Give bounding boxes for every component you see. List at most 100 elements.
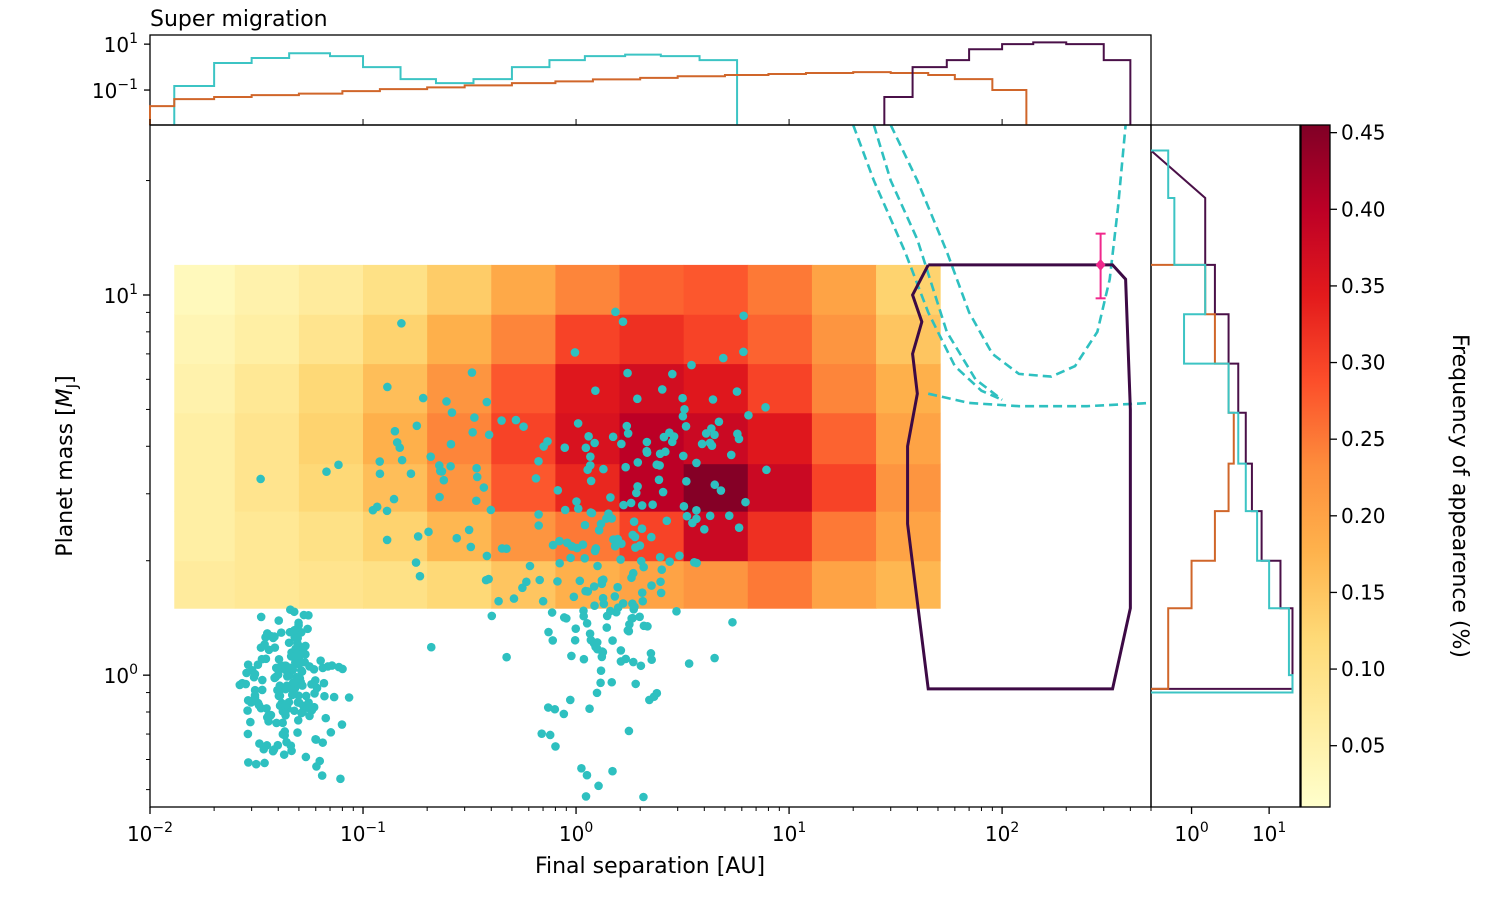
scatter-point bbox=[271, 663, 281, 673]
scatter-point bbox=[284, 638, 294, 648]
scatter-point bbox=[522, 577, 531, 587]
scatter-point bbox=[304, 698, 313, 707]
scatter-point bbox=[435, 466, 445, 476]
scatter-point bbox=[497, 416, 506, 425]
heatmap-cell bbox=[811, 412, 877, 465]
scatter-point bbox=[642, 437, 652, 447]
scatter-point bbox=[375, 469, 385, 479]
scatter-point bbox=[649, 692, 659, 702]
scatter-point bbox=[617, 439, 626, 449]
heatmap-cell bbox=[555, 264, 621, 315]
scatter-point bbox=[242, 668, 251, 678]
heatmap-cell bbox=[619, 264, 685, 315]
scatter-point bbox=[397, 319, 406, 328]
scatter-point bbox=[646, 649, 656, 658]
scatter-point bbox=[628, 657, 638, 667]
top-histograms bbox=[149, 41, 1132, 125]
top-histogram-ticks: 101 10−1 bbox=[92, 31, 1003, 125]
scatter-point bbox=[382, 535, 392, 545]
detection-limit-curve bbox=[927, 392, 1151, 408]
scatter-point bbox=[497, 544, 507, 553]
scatter-point bbox=[762, 465, 771, 475]
scatter-point bbox=[739, 311, 748, 321]
heatmap-cell bbox=[555, 560, 621, 609]
scatter-point bbox=[659, 432, 669, 442]
scatter-point bbox=[575, 576, 585, 586]
scatter-point bbox=[562, 614, 571, 623]
scatter-point bbox=[535, 575, 544, 585]
scatter-point bbox=[375, 457, 385, 466]
scatter-point bbox=[621, 462, 630, 472]
scatter-point bbox=[274, 616, 284, 625]
detection-limit-curve bbox=[851, 125, 1003, 402]
scatter-point bbox=[596, 519, 606, 529]
heatmap-cell bbox=[683, 560, 749, 609]
heatmap-cell bbox=[363, 314, 428, 365]
scatter-point bbox=[636, 556, 646, 566]
scatter-point bbox=[705, 438, 715, 448]
scatter-point bbox=[637, 524, 647, 533]
scatter-point bbox=[316, 656, 325, 665]
colorbar-ticks: 0.05 0.10 0.15 0.20 0.25 0.30 0.35 0.40 0.45 bbox=[1330, 121, 1386, 758]
scatter-point bbox=[582, 619, 592, 628]
scatter-point bbox=[623, 429, 633, 438]
scatter-point bbox=[710, 653, 719, 663]
scatter-point bbox=[311, 735, 321, 744]
scatter-point bbox=[590, 546, 600, 556]
scatter-point bbox=[624, 626, 634, 636]
scatter-point bbox=[383, 382, 392, 392]
scatter-point bbox=[591, 386, 600, 395]
scatter-point bbox=[305, 662, 314, 671]
heatmap-cell bbox=[811, 264, 877, 315]
heatmap-cell bbox=[234, 560, 300, 609]
scatter-point bbox=[586, 635, 596, 645]
scatter-point bbox=[413, 532, 423, 541]
heatmap-cell bbox=[298, 314, 364, 365]
heatmap-cell bbox=[427, 264, 492, 315]
heatmap-cell bbox=[876, 560, 941, 609]
scatter-point bbox=[610, 541, 620, 551]
detection-limit-curves bbox=[851, 125, 1151, 408]
heatmap-cell bbox=[555, 363, 621, 414]
scatter-point bbox=[553, 486, 563, 495]
scatter-point bbox=[618, 317, 628, 327]
scatter-point bbox=[256, 703, 266, 713]
heatmap-cell bbox=[234, 412, 300, 465]
scatter-point bbox=[243, 660, 253, 669]
colorbar-gradient bbox=[1300, 124, 1331, 808]
top-y-tick-label: 101 bbox=[104, 31, 138, 57]
scatter-point bbox=[525, 561, 535, 571]
detection-limit-curve bbox=[889, 125, 1127, 378]
scatter-point bbox=[246, 717, 255, 727]
scatter-point bbox=[628, 568, 638, 578]
heatmap-cell bbox=[427, 363, 492, 414]
scatter-point bbox=[718, 353, 728, 363]
heatmap-cell bbox=[234, 314, 300, 365]
scatter-point bbox=[293, 633, 302, 643]
scatter-point bbox=[633, 394, 642, 404]
scatter-point bbox=[628, 530, 638, 540]
scatter-point bbox=[741, 497, 750, 507]
right-histogram-step bbox=[1151, 263, 1235, 690]
heatmap-cell bbox=[876, 363, 941, 414]
scatter-point bbox=[596, 678, 605, 688]
heatmap-cell bbox=[174, 314, 236, 365]
scatter-point bbox=[559, 709, 569, 719]
scatter-point bbox=[272, 718, 281, 728]
colorbar-tick-label: 0.20 bbox=[1341, 504, 1386, 528]
scatter-point bbox=[572, 497, 581, 506]
scatter-point bbox=[668, 369, 677, 379]
scatter-point bbox=[452, 533, 462, 543]
scatter-point bbox=[256, 474, 265, 484]
scatter-point bbox=[472, 463, 481, 473]
scatter-point bbox=[560, 505, 570, 515]
colorbar: 0.05 0.10 0.15 0.20 0.25 0.30 0.35 0.40 0.45 Fre… bbox=[1300, 121, 1472, 808]
heatmap-cell bbox=[427, 412, 492, 465]
scatter-point bbox=[261, 654, 271, 664]
heatmap-cell bbox=[491, 314, 556, 365]
scatter-point bbox=[657, 565, 667, 575]
scatter-point bbox=[596, 666, 606, 675]
scatter-point bbox=[545, 730, 555, 740]
colorbar-tick-label: 0.10 bbox=[1341, 657, 1386, 681]
scatter-point bbox=[368, 505, 378, 515]
